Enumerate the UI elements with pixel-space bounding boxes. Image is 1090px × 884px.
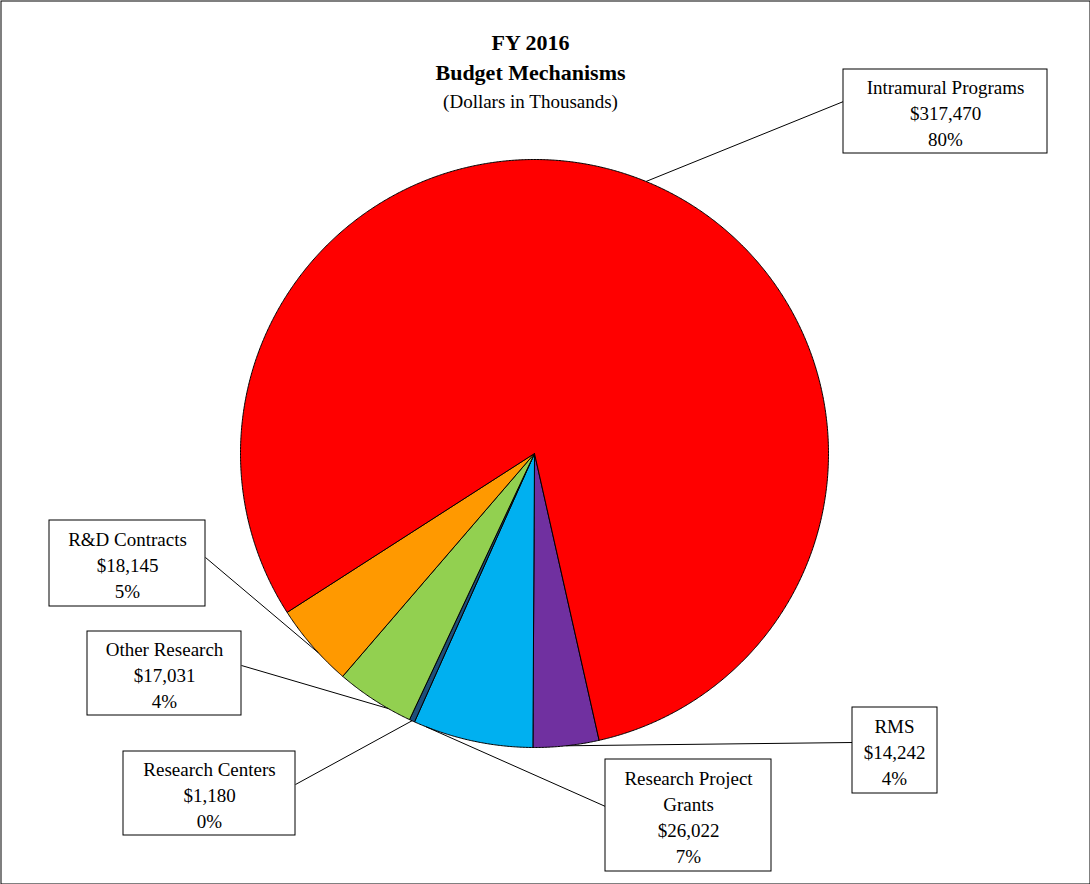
svg-text:RMS$14,2424%: RMS$14,2424%: [864, 716, 926, 789]
svg-text:Intramural Programs$317,47080%: Intramural Programs$317,47080%: [867, 77, 1025, 150]
svg-text:(Dollars in Thousands): (Dollars in Thousands): [443, 91, 618, 113]
svg-text:Research Centers$1,1800%: Research Centers$1,1800%: [143, 759, 275, 832]
svg-text:R&D Contracts$18,1455%: R&D Contracts$18,1455%: [68, 529, 187, 602]
svg-text:Budget Mechanisms: Budget Mechanisms: [435, 60, 626, 85]
svg-text:FY 2016: FY 2016: [491, 30, 569, 55]
svg-text:Other Research$17,0314%: Other Research$17,0314%: [106, 639, 224, 712]
svg-text:Research ProjectGrants$26,0227: Research ProjectGrants$26,0227%: [624, 768, 753, 867]
